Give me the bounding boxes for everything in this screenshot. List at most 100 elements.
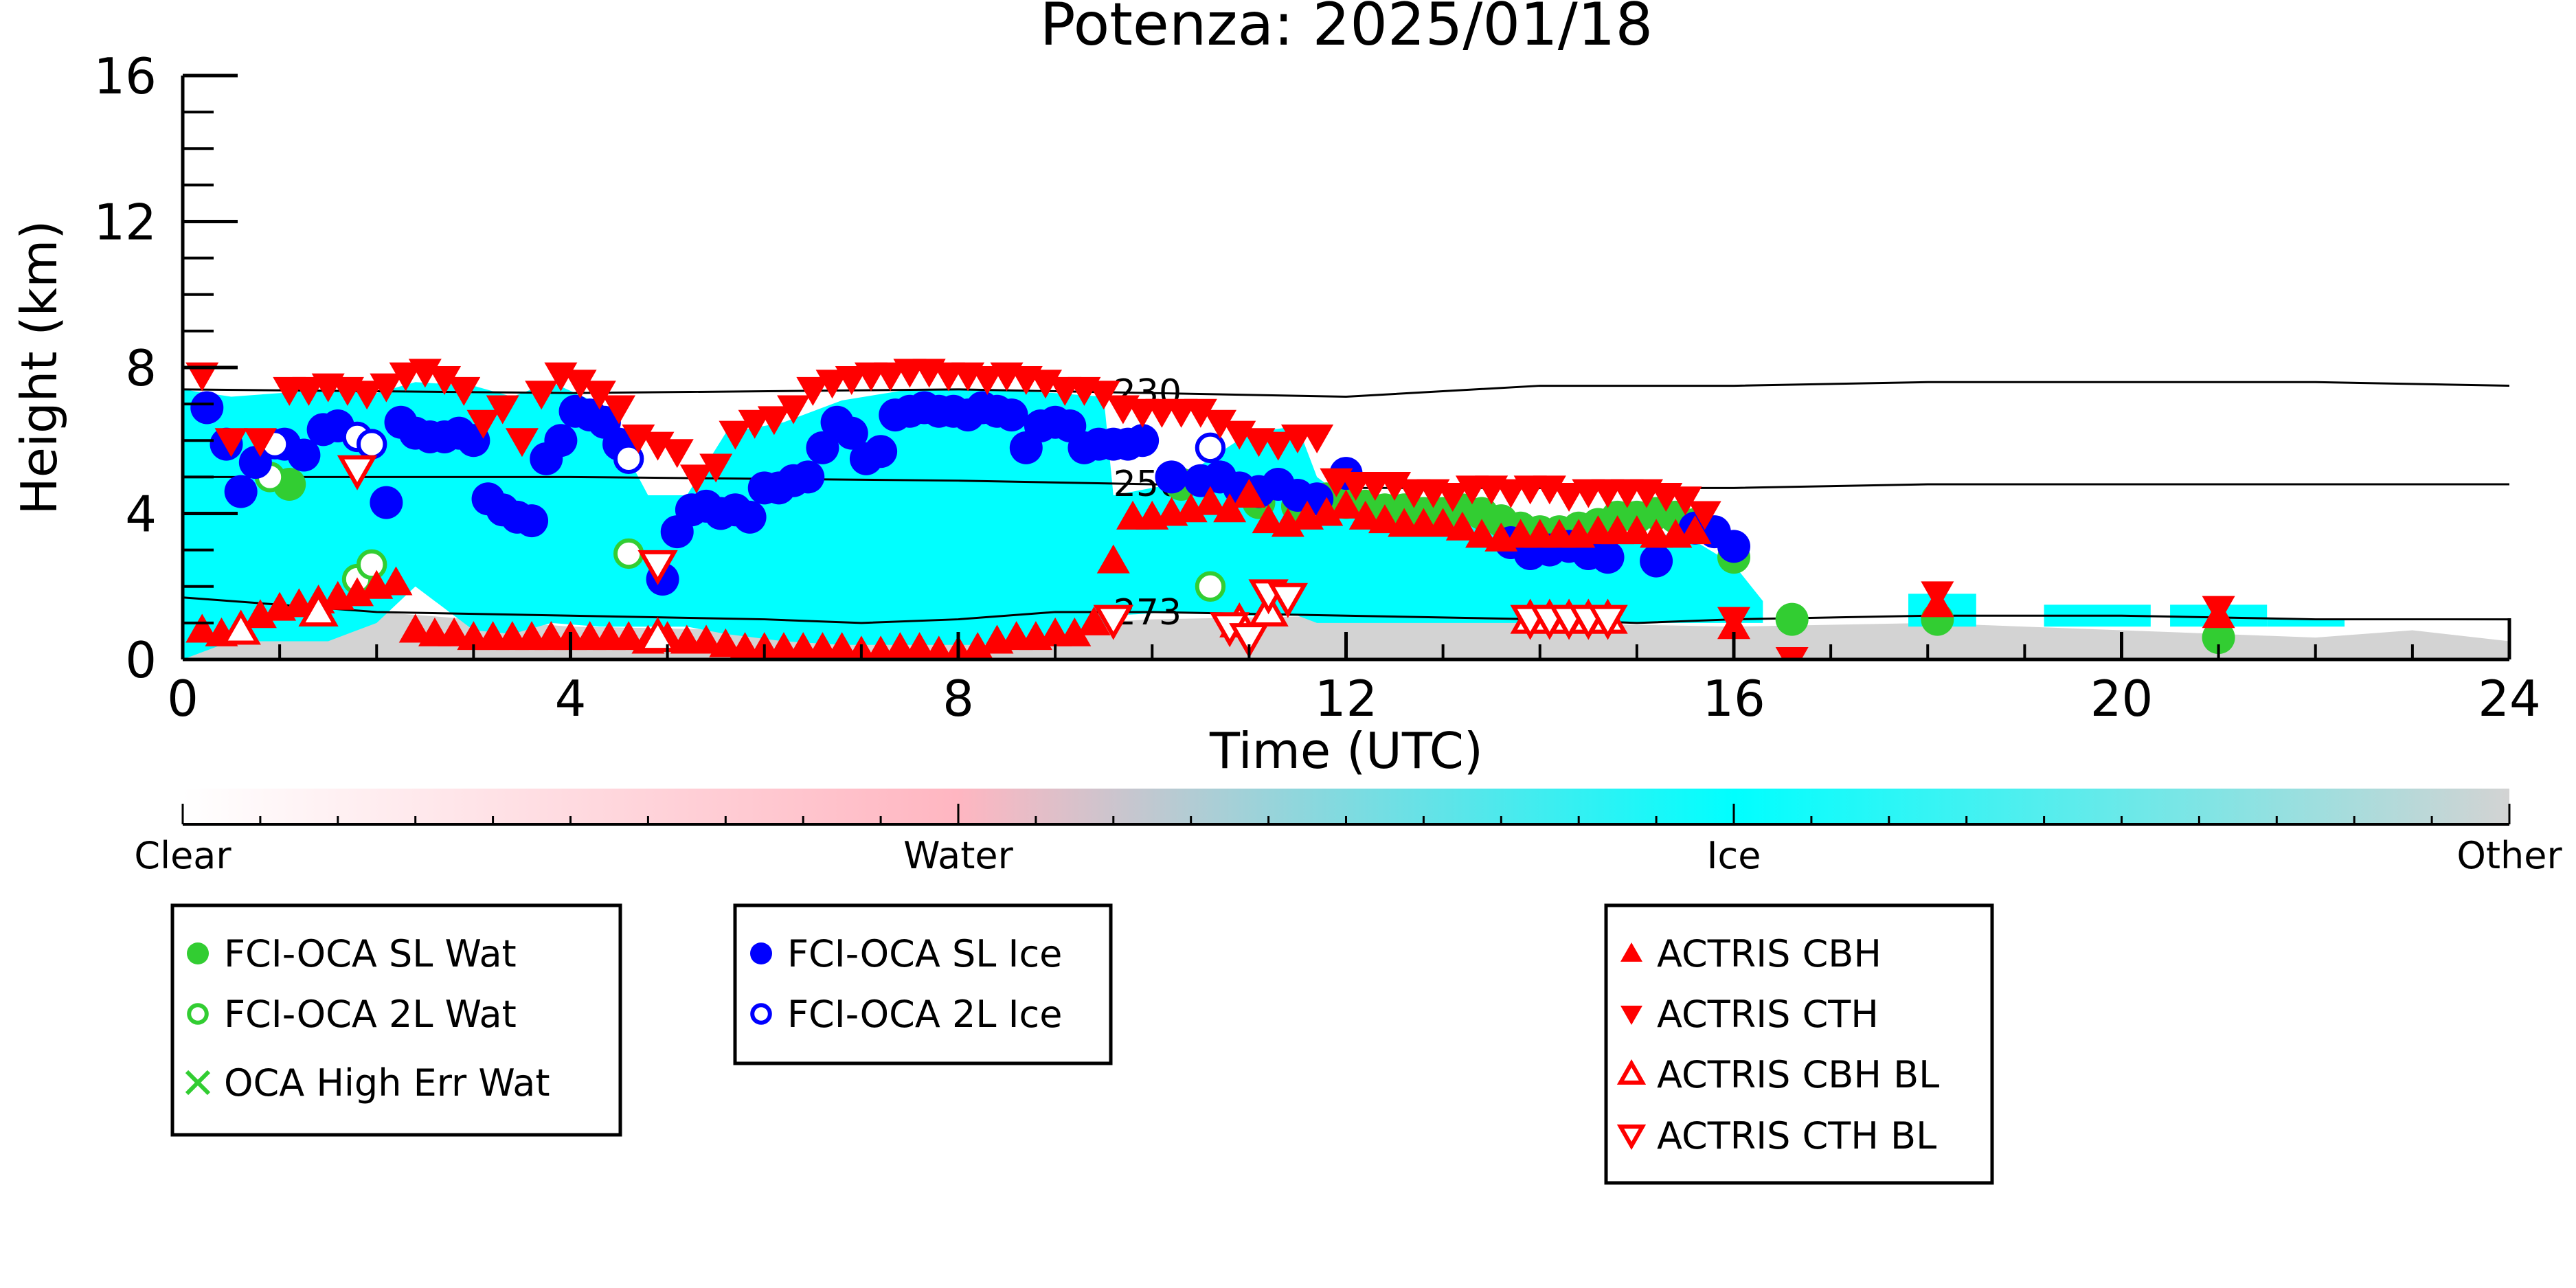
point-actris-cth-22: [641, 431, 675, 461]
colorbar-label-water: Water: [903, 834, 1013, 877]
point-actris-cth-13: [466, 409, 500, 439]
point-fci-oca-2l-ice-4: [1195, 432, 1226, 464]
legend-marker-fci-oca-2l-ice: [750, 1003, 772, 1025]
legend-label-cbh: ACTRIS CBH: [1657, 932, 1882, 975]
point-actris-cth-51: [1204, 409, 1237, 439]
point-actris-cth-50: [1184, 398, 1217, 428]
point-actris-cbh-35: [867, 635, 894, 659]
x-tick-label-4: 4: [555, 670, 587, 727]
point-fci-oca-sl-ice-5: [287, 438, 321, 472]
chart-title: Potenza: 2025/01/18: [1040, 0, 1653, 59]
point-fci-oca-sl-ice-58: [1126, 424, 1160, 457]
point-actris-cth-15: [505, 428, 539, 457]
point-actris-cth-21: [622, 424, 655, 453]
legend-marker-actris-cth: [1620, 1006, 1642, 1025]
y-tick-label-8: 8: [125, 339, 157, 397]
point-actris-cth-1: [214, 428, 248, 457]
point-fci-oca-sl-ice-77: [1717, 530, 1750, 563]
point-fci-oca-sl-wat-25: [1775, 602, 1809, 636]
point-fci-oca-sl-ice-18: [515, 504, 549, 538]
point-actris-cbh-65: [1445, 511, 1479, 541]
point-actris-cth-42: [1029, 370, 1063, 399]
point-actris-cth-bl-1: [637, 550, 678, 585]
point-actris-cbh-8: [341, 577, 374, 607]
legend-label-2l-ice: FCI-OCA 2L Ice: [787, 993, 1062, 1036]
colorbar-label-other: Other: [2456, 834, 2562, 877]
legend-label-cth-bl: ACTRIS CTH BL: [1657, 1114, 1936, 1157]
point-fci-oca-2l-wat-4: [1195, 571, 1226, 602]
point-actris-cbh-bl-0: [221, 609, 261, 645]
point-actris-cbh-10: [379, 566, 413, 596]
point-actris-cth-8: [370, 373, 403, 403]
legend-actris-box: [1604, 903, 1994, 1185]
x-tick-label-8: 8: [942, 670, 974, 727]
point-actris-cth-2: [243, 428, 277, 457]
point-actris-cbh-59: [1329, 489, 1363, 519]
point-fci-oca-sl-ice-0: [190, 391, 224, 425]
point-actris-cbh-60: [1348, 500, 1382, 530]
point-actris-cth-63: [1436, 482, 1469, 512]
legend-marker-oca-high-err-wat: [185, 1070, 211, 1096]
point-fci-oca-2l-ice-2: [356, 429, 387, 460]
isotherm-line-273: [183, 596, 2509, 624]
point-actris-cth-30: [796, 376, 830, 406]
point-actris-cth-68: [1533, 475, 1566, 505]
point-actris-cbh-56: [1271, 508, 1304, 537]
point-actris-cbh-13: [438, 617, 471, 646]
legend-water-box: [170, 903, 622, 1137]
point-actris-cth-12: [447, 376, 481, 406]
point-fci-oca-sl-ice-2: [224, 475, 258, 508]
point-fci-oca-sl-ice-73: [1591, 541, 1625, 574]
point-actris-cth-27: [738, 409, 771, 439]
point-fci-oca-sl-ice-35: [791, 460, 825, 494]
legend-marker-actris-cbh: [1620, 942, 1642, 962]
point-actris-cbh-74: [1620, 515, 1653, 545]
point-fci-oca-sl-wat-27: [2202, 621, 2235, 655]
point-actris-cth-28: [757, 406, 791, 436]
x-tick-label-24: 24: [2478, 670, 2541, 727]
point-actris-cbh-27: [709, 628, 743, 657]
point-actris-cth-bl-6: [1267, 583, 1308, 618]
point-actris-cth-76: [1688, 501, 1721, 530]
colorbar-ticks: [181, 804, 2511, 824]
point-actris-cbh-66: [1465, 519, 1499, 548]
series-actris-cbh: [185, 478, 2235, 659]
legend-label-sl-wat: FCI-OCA SL Wat: [224, 932, 517, 975]
point-actris-cbh-51: [1174, 493, 1208, 523]
legend-label-2l-wat: FCI-OCA 2L Wat: [224, 993, 517, 1036]
point-actris-cbh-52: [1193, 486, 1227, 515]
point-fci-oca-2l-wat-3: [613, 538, 644, 569]
point-actris-cth-80: [2202, 596, 2235, 625]
point-actris-cbh-11: [398, 613, 432, 643]
legend-marker-actris-cbh-bl: [1616, 1059, 1647, 1085]
series-actris-cth: [185, 359, 2235, 659]
legend-marker-actris-cth-bl: [1616, 1125, 1647, 1151]
legend-marker-fci-oca-sl-wat: [187, 942, 209, 964]
point-actris-cth-9: [389, 362, 422, 392]
point-actris-cbh-55: [1252, 504, 1285, 534]
point-actris-cth-39: [971, 365, 1004, 395]
legend-label-high-err-wat: OCA High Err Wat: [224, 1061, 550, 1105]
legend-actris: ACTRIS CBH ACTRIS CTH ACTRIS CBH BL ACTR…: [1604, 903, 1994, 1185]
colorbar-label-ice: Ice: [1707, 834, 1761, 877]
point-actris-cth-19: [583, 381, 616, 410]
point-fci-oca-sl-ice-59: [1155, 460, 1188, 494]
x-axis-label: Time (UTC): [1209, 722, 1483, 780]
point-actris-cbh-46: [1077, 606, 1111, 635]
isotherm-line-250: [183, 475, 2509, 489]
point-actris-cth-0: [185, 362, 219, 392]
x-tick-label-12: 12: [1315, 670, 1378, 727]
point-actris-cth-66: [1494, 479, 1528, 508]
ice-class-cell-3: [2267, 619, 2345, 627]
point-actris-cbh-33: [826, 632, 858, 659]
data-markers: [185, 359, 2235, 659]
point-actris-cth-54: [1261, 431, 1295, 461]
point-actris-cbh-77: [1678, 515, 1712, 545]
point-actris-cbh-22: [612, 621, 646, 651]
point-actris-cbh-45: [1058, 617, 1092, 646]
point-actris-cth-78: [1775, 647, 1809, 659]
legend-label-cth: ACTRIS CTH: [1657, 993, 1879, 1036]
legend-marker-fci-oca-2l-wat: [187, 1003, 209, 1025]
point-actris-cth-7: [350, 381, 384, 410]
legend-ice: FCI-OCA SL Ice FCI-OCA 2L Ice: [733, 903, 1113, 1065]
